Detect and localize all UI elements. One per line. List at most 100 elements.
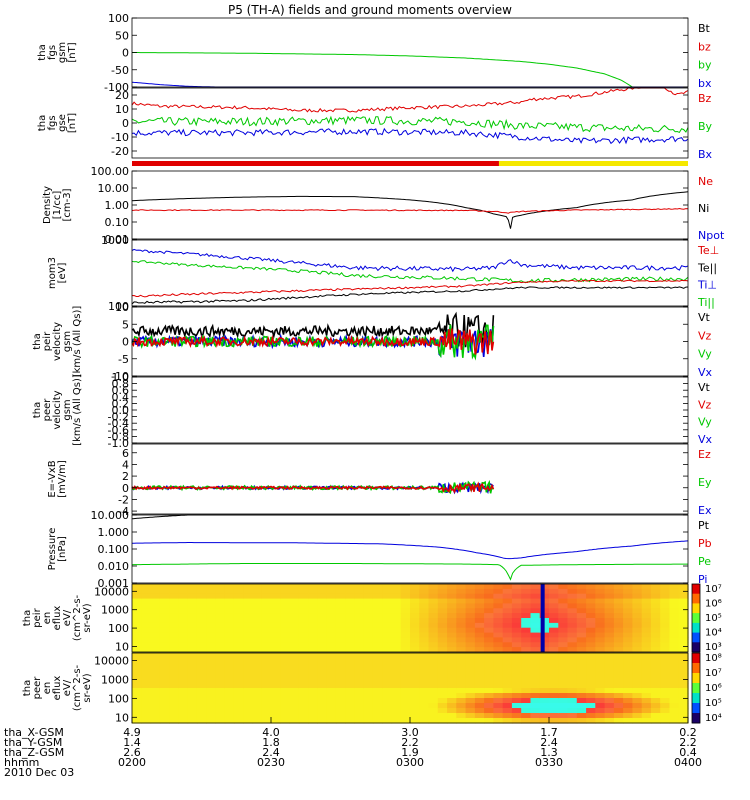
heatmap-cell — [261, 653, 272, 659]
heatmap-cell — [613, 683, 624, 689]
heatmap-cell — [243, 688, 254, 694]
heatmap-cell — [169, 688, 179, 694]
heatmap-cell — [280, 584, 291, 590]
y-axis-label-line: tha — [22, 680, 33, 696]
heatmap-cell — [595, 647, 606, 653]
heatmap-cell — [410, 593, 420, 600]
heatmap-cell — [484, 683, 494, 689]
heatmap-cell — [539, 703, 550, 709]
heatmap-cell — [558, 637, 569, 643]
heatmap-cell — [623, 618, 633, 624]
heatmap-cell — [345, 668, 355, 674]
heatmap-cell — [271, 703, 281, 709]
heatmap-cell — [419, 613, 430, 619]
heatmap-cell — [511, 584, 522, 590]
heatmap-cell — [419, 584, 430, 590]
heatmap-cell — [391, 718, 402, 724]
heatmap-cell — [372, 713, 383, 719]
heatmap-cell — [474, 603, 485, 609]
heatmap-cell — [363, 584, 374, 590]
heatmap-cell — [271, 673, 281, 679]
heatmap-cell — [382, 713, 393, 719]
heatmap-cell — [196, 598, 207, 605]
heatmap-cell — [372, 708, 383, 714]
heatmap-cell — [549, 653, 559, 659]
heatmap-cell — [623, 584, 633, 590]
heatmap-cell — [391, 603, 402, 609]
heatmap-cell — [233, 593, 244, 600]
heatmap-cell — [419, 637, 430, 643]
y-tick-label: 10 — [115, 641, 129, 654]
heatmap-cell — [623, 673, 633, 679]
heatmap-cell — [335, 718, 346, 724]
heatmap-cell — [169, 588, 179, 595]
heatmap-cell — [437, 588, 448, 595]
y-tick-label: -4 — [118, 505, 129, 518]
heatmap-cell — [474, 613, 485, 619]
heatmap-cell — [613, 642, 624, 648]
heatmap-cell — [308, 703, 318, 709]
heatmap-cell — [289, 713, 300, 719]
heatmap-cell — [586, 718, 596, 724]
heatmap-cell — [252, 663, 263, 669]
heatmap-cell — [595, 618, 606, 624]
heatmap-cell — [558, 603, 569, 609]
heatmap-cell — [604, 708, 615, 714]
heatmap-cell — [428, 693, 439, 699]
heatmap-cell — [428, 678, 439, 684]
heatmap-cell — [428, 608, 439, 614]
y-axis-label-line: E=-VxB — [47, 460, 58, 497]
heatmap-cell — [317, 632, 328, 639]
heatmap-cell — [419, 688, 430, 694]
heatmap-cell — [335, 658, 346, 664]
y-axis-label: tha fgs gse [nT] — [37, 113, 78, 133]
heatmap-cell — [224, 678, 235, 684]
heatmap-cell — [335, 703, 346, 709]
heatmap-cell — [372, 647, 383, 653]
y-axis-label-line: [mV/m] — [57, 460, 68, 498]
heatmap-cell — [632, 658, 643, 664]
heatmap-cell — [317, 584, 328, 590]
heatmap-cell — [261, 713, 272, 719]
heatmap-cell — [586, 647, 596, 653]
heatmap-cell — [632, 584, 643, 590]
heatmap-cell — [650, 713, 661, 719]
heatmap-cell — [243, 703, 254, 709]
heatmap-cell — [298, 603, 309, 609]
heatmap-cell — [224, 584, 235, 590]
heatmap-cell — [456, 713, 467, 719]
heatmap-cell — [456, 698, 467, 704]
y-tick-label: -1.0 — [108, 437, 129, 450]
heatmap-gap — [540, 584, 545, 652]
y-tick-label: 1.00 — [105, 199, 130, 212]
heatmap-cell — [493, 658, 504, 664]
heatmap-cell — [576, 683, 587, 689]
y-tick-label: 4 — [122, 458, 129, 471]
heatmap-cell — [289, 658, 300, 664]
heatmap-cell — [178, 688, 189, 694]
heatmap-cell — [410, 653, 420, 659]
heatmap-cell — [660, 673, 671, 679]
heatmap-cell — [159, 678, 170, 684]
colorbar-tick-label: 10⁴ — [705, 628, 722, 639]
y-tick-label: -0.2 — [108, 411, 129, 424]
y-axis-label-line: [cm-3] — [62, 188, 73, 221]
heatmap-cell — [252, 613, 263, 619]
heatmap-cell — [400, 593, 411, 600]
heatmap-cell — [335, 713, 346, 719]
heatmap-cell — [354, 642, 365, 648]
heatmap-cell — [391, 693, 402, 699]
heatmap-cell — [595, 718, 606, 724]
heatmap-cell — [493, 632, 504, 639]
legend-entry-Bz: Bz — [698, 92, 712, 105]
y-tick-label: -5 — [118, 353, 129, 366]
heatmap-cell — [215, 588, 226, 595]
heatmap-cell — [280, 618, 291, 624]
heatmap-cell — [141, 688, 152, 694]
heatmap-cell — [298, 683, 309, 689]
heatmap-cell — [595, 613, 606, 619]
heatmap-cell — [595, 678, 606, 684]
heatmap-cell — [549, 713, 559, 719]
heatmap-cell — [521, 593, 532, 600]
